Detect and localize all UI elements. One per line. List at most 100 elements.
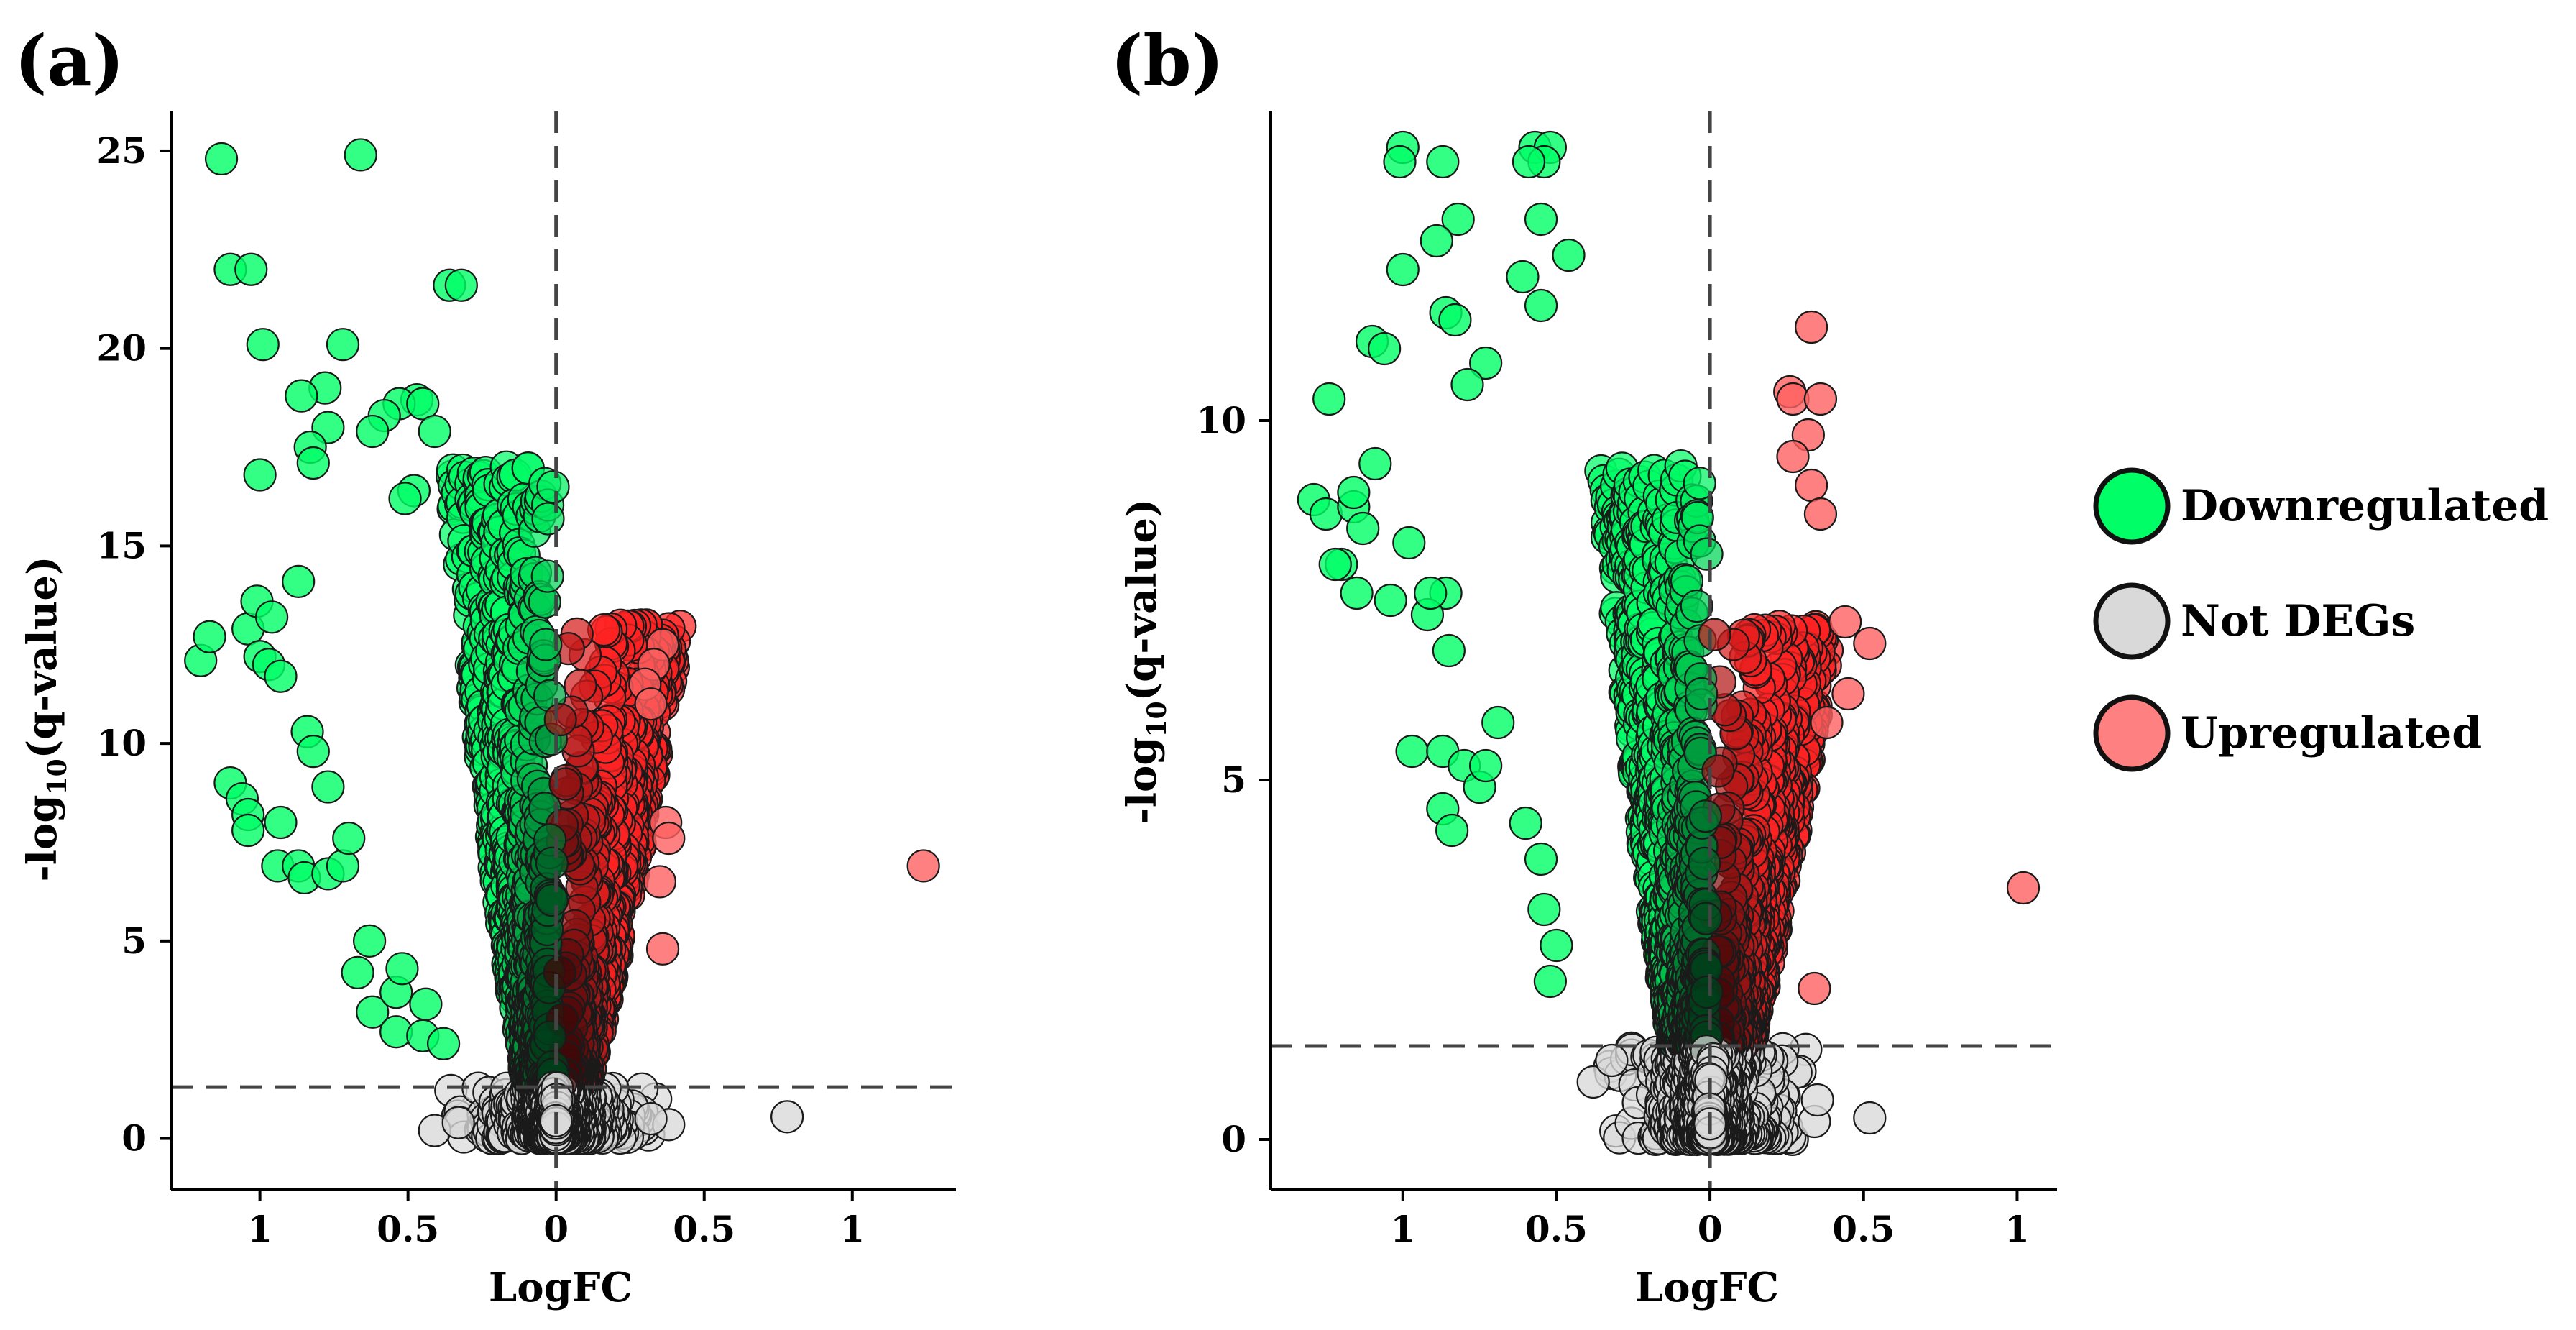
legend-label-upregulated: Upregulated [2181,708,2482,758]
legend: Downregulated Not DEGs Upregulated [2093,467,2549,772]
y-tick-label: 25 [96,129,147,172]
scatter-point-not-degs [1853,1101,1887,1135]
scatter-point [1701,754,1735,788]
panel-a-label: (a) [14,20,124,101]
panel-a-x-axis-title: LogFC [489,1264,632,1311]
panel-a-y-axis-prefix: -log [19,794,66,881]
scatter-point-downregulated [1533,964,1567,999]
scatter-point-downregulated [1426,145,1460,179]
panel-b-y-axis-title: -log10(q-value) [1118,499,1172,825]
scatter-point-upregulated [1803,382,1838,416]
y-tick-label: 15 [96,524,147,567]
legend-swatch-upregulated [2093,694,2171,772]
scatter-point [1680,589,1714,623]
scatter-point-upregulated [1798,971,1831,1006]
scatter-point-downregulated [255,600,289,634]
scatter-point-downregulated [1506,260,1540,294]
panel-a-y-axis-title: -log10(q-value) [19,556,73,882]
scatter-point [535,846,569,880]
scatter-point-downregulated [388,482,422,515]
scatter-point-downregulated [356,414,390,449]
scatter-point-downregulated [418,414,451,449]
scatter-point-upregulated [1795,468,1828,503]
x-tick-label: 0.5 [1832,1208,1895,1250]
x-tick-label: 0.5 [1525,1208,1588,1250]
x-tick-label: 0.5 [673,1208,735,1250]
scatter-point-downregulated [1383,145,1417,179]
scatter-point-downregulated [1386,252,1420,287]
scatter-point-downregulated [243,458,277,492]
panel-a-y-axis-suffix: (q-value) [19,556,66,759]
scatter-point-downregulated [1524,288,1558,323]
y-tick-label: 10 [96,722,147,764]
scatter-point [1688,799,1722,833]
scatter-point-downregulated [1395,734,1429,769]
scatter-point-not-degs [441,1106,475,1139]
scatter-point [548,767,582,801]
x-tick-label: 0 [1698,1208,1723,1250]
scatter-point-downregulated [341,955,374,989]
scatter-point-downregulated [427,1027,461,1060]
scatter-point-upregulated [1853,626,1887,661]
scatter-point-downregulated [296,446,330,480]
panel-a-points [184,138,940,1155]
scatter-point-downregulated [1540,928,1573,963]
scatter-point [1698,618,1731,651]
panel-a-y-axis-subscript: 10 [42,758,73,794]
scatter-point [1688,846,1721,880]
scatter-point-downregulated [1481,705,1515,740]
scatter-point-downregulated [1552,238,1586,272]
panel-b-y-axis-suffix: (q-value) [1118,499,1166,702]
scatter-point-downregulated [234,252,268,286]
scatter-point-downregulated [444,268,478,302]
scatter-point [533,1020,567,1054]
scatter-point-downregulated [406,387,440,421]
y-tick-label: 0 [1221,1118,1246,1160]
scatter-point-upregulated [634,687,668,721]
scatter-point-not-degs [1595,1043,1629,1078]
y-tick-label: 0 [121,1117,147,1160]
scatter-point [543,702,577,737]
scatter-point-downregulated [1435,813,1469,848]
x-tick-label: 1 [1390,1208,1415,1250]
scatter-point-downregulated [1340,576,1374,610]
x-tick-label: 1 [2005,1208,2030,1250]
scatter-point-downregulated [204,142,239,176]
legend-swatch-downregulated [2093,467,2171,545]
legend-item-downregulated: Downregulated [2093,467,2549,545]
scatter-point-downregulated [193,620,226,653]
scatter-point-downregulated [1512,145,1546,179]
scatter-point-downregulated [1392,526,1426,560]
scatter-point-downregulated [344,138,377,172]
scatter-point [530,559,564,593]
scatter-point-downregulated [285,379,318,413]
scatter-point [536,470,570,504]
panel-b-label: (b) [1110,20,1224,101]
scatter-point-downregulated [1469,748,1503,783]
x-tick-label: 0.5 [377,1208,439,1250]
scatter-point-upregulated [1828,605,1862,639]
scatter-point-downregulated [1318,547,1352,582]
scatter-point-downregulated [1309,497,1343,531]
scatter-point-upregulated [652,821,686,856]
scatter-point [535,884,569,917]
x-tick-label: 1 [247,1208,272,1250]
y-tick-label: 10 [1196,399,1246,441]
panel-b-y-axis-prefix: -log [1118,737,1166,824]
scatter-point [543,955,576,990]
scatter-point-downregulated [1312,382,1346,416]
scatter-point-downregulated [231,813,265,848]
scatter-point-downregulated [1524,842,1558,876]
y-tick-label: 5 [121,919,147,962]
legend-swatch-not-degs [2093,582,2171,660]
scatter-point-downregulated [1346,511,1380,546]
legend-item-not-degs: Not DEGs [2093,582,2415,660]
scatter-point-downregulated [311,770,345,804]
scatter-point-downregulated [296,735,330,769]
panel-b-points [1297,130,2041,1157]
scatter-point-downregulated [326,328,360,362]
scatter-point-downregulated [282,564,316,598]
scatter-point-downregulated [1414,576,1448,610]
scatter-point-upregulated [1803,497,1838,531]
